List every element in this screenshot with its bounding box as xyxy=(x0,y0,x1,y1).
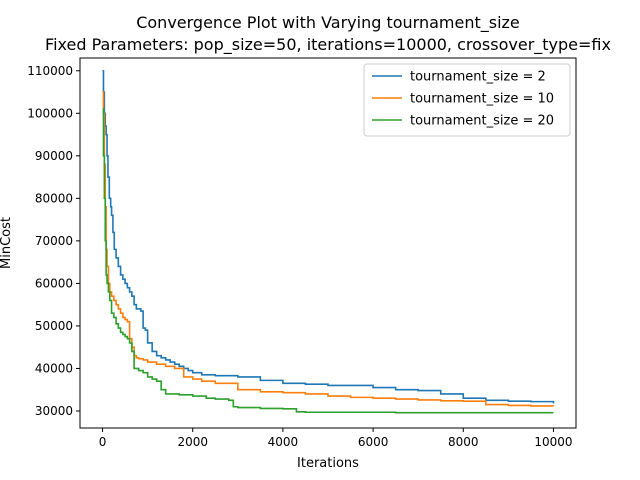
series-line-2 xyxy=(102,91,555,407)
x-tick-label: 8000 xyxy=(448,435,479,449)
chart-title: Convergence Plot with Varying tournament… xyxy=(136,13,520,33)
legend-label: tournament_size = 20 xyxy=(410,114,554,129)
legend-label: tournament_size = 2 xyxy=(410,70,546,85)
x-tick-label: 10000 xyxy=(534,435,572,449)
y-tick-label: 70000 xyxy=(35,234,73,248)
y-axis-label: MinCost xyxy=(0,217,14,269)
legend-box xyxy=(363,63,571,137)
x-tick-label: 2000 xyxy=(177,435,208,449)
x-tick-label: 6000 xyxy=(358,435,389,449)
y-tick-label: 30000 xyxy=(35,404,73,418)
y-tick-label: 50000 xyxy=(35,319,73,333)
y-tick-label: 80000 xyxy=(35,191,73,205)
x-tick-label: 0 xyxy=(99,435,107,449)
x-axis-label: Iterations xyxy=(297,456,359,471)
series-line-1 xyxy=(102,69,555,404)
y-tick-label: 100000 xyxy=(27,106,73,120)
x-tick-label: 4000 xyxy=(268,435,299,449)
y-tick-label: 90000 xyxy=(35,149,73,163)
series-layer xyxy=(102,69,555,414)
series-line-3 xyxy=(102,108,554,414)
x-axis: 0 2000 4000 6000 8000 10000 xyxy=(99,428,573,449)
y-tick-label: 40000 xyxy=(35,361,73,375)
plot-frame xyxy=(79,57,577,429)
chart-subtitle: Fixed Parameters: pop_size=50, iteration… xyxy=(45,35,611,55)
legend: tournament_size = 2 tournament_size = 10 t… xyxy=(363,63,571,137)
y-tick-label: 60000 xyxy=(35,276,73,290)
legend-label: tournament_size = 10 xyxy=(410,92,554,107)
y-axis: 30000 40000 50000 60000 70000 80000 90000 10000… xyxy=(27,64,80,418)
y-tick-label: 110000 xyxy=(27,64,73,78)
